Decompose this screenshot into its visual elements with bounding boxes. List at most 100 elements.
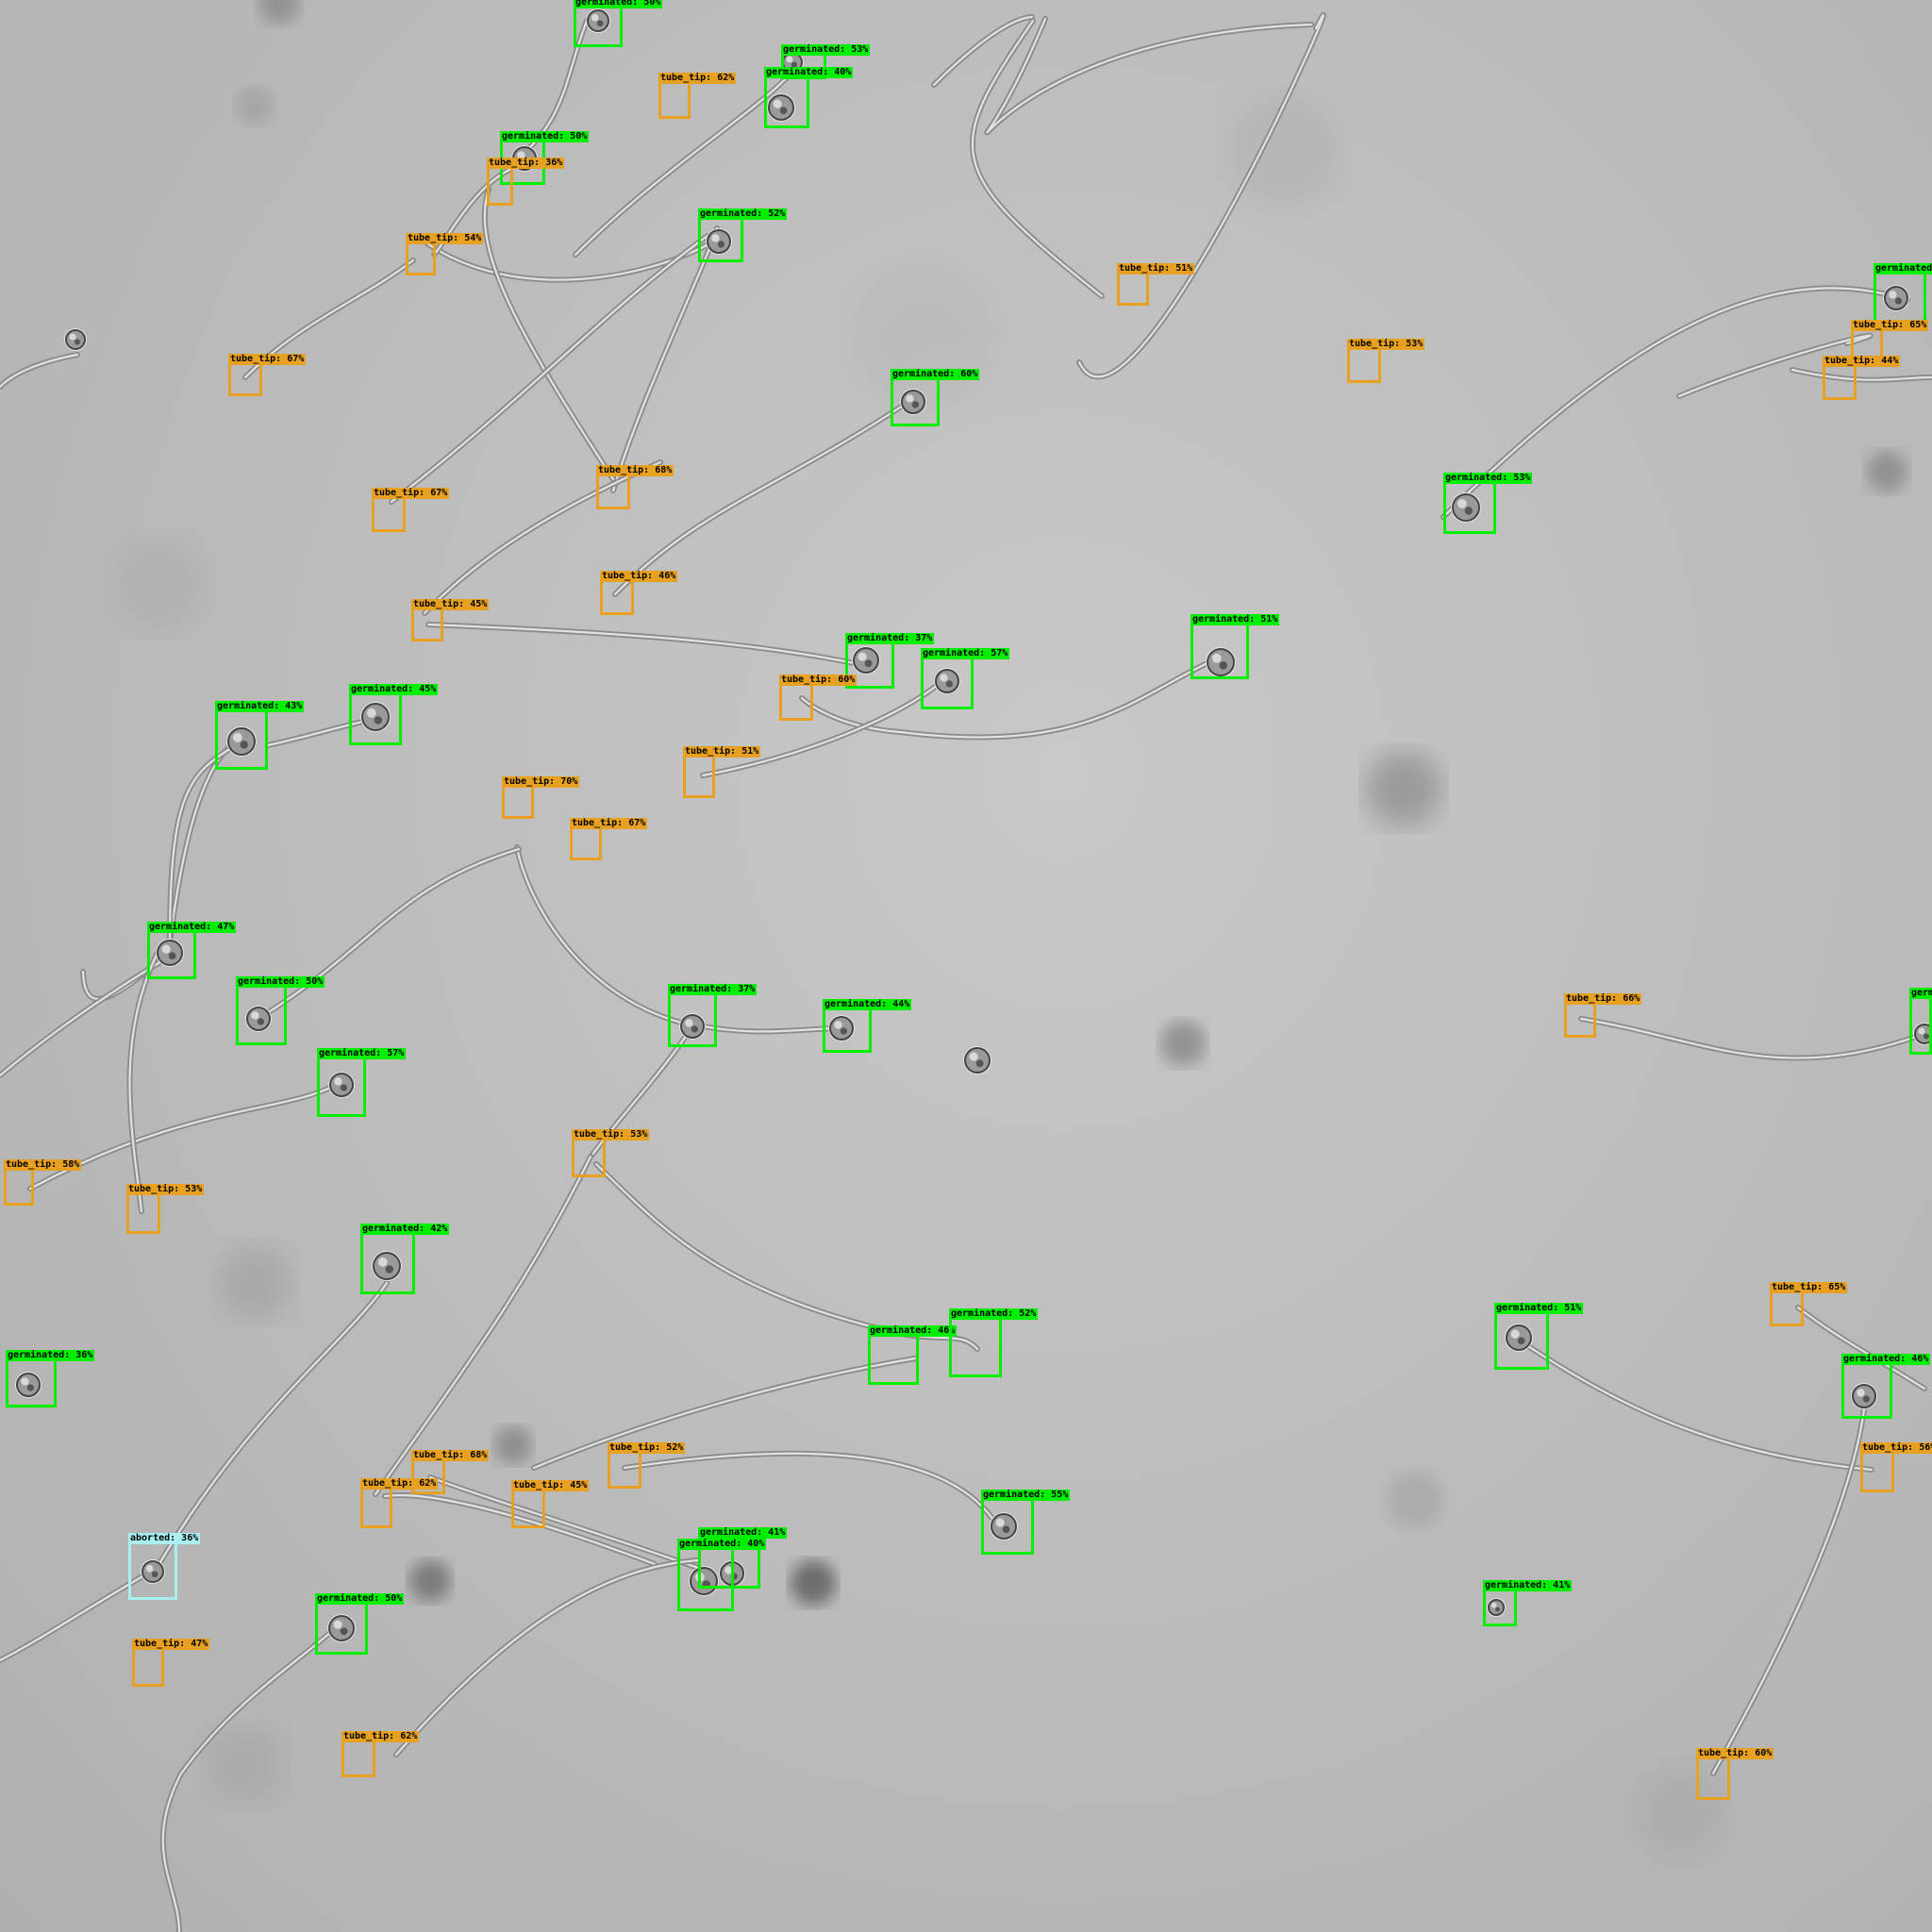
- pollen-grain: [828, 1015, 855, 1041]
- detection-label: germinated: 53%: [1443, 473, 1533, 484]
- germinated-box: germinated: 44%: [823, 999, 912, 1053]
- tube-tip-box: tube_tip: 60%: [779, 675, 858, 721]
- pollen-grain: [963, 1046, 991, 1074]
- pollen-tube: [1795, 1305, 1927, 1391]
- tube-tip-box: tube_tip: 53%: [126, 1184, 205, 1234]
- pollen-grain: [245, 1006, 272, 1032]
- pollen-grain: [15, 1372, 42, 1398]
- detection-label: germinated: 51%: [1494, 1303, 1584, 1314]
- debris-blotch: [217, 1245, 292, 1321]
- pollen-grain: [1883, 285, 1909, 311]
- tube-tip-box: tube_tip: 56%: [1860, 1442, 1932, 1492]
- debris-blotch: [1632, 1764, 1726, 1858]
- germinated-box: germinated: 47%: [147, 922, 237, 979]
- germinated-box: germinated: 41%: [1483, 1580, 1573, 1626]
- pollen-grain: [900, 389, 926, 415]
- detection-label: germinated: 50%: [315, 1593, 405, 1605]
- tube-tip-box: tube_tip: 58%: [4, 1159, 82, 1206]
- pollen-tube: [514, 844, 691, 1027]
- aborted-box: aborted: 36%: [128, 1533, 201, 1600]
- debris-blotch: [1866, 451, 1907, 492]
- pollen-tube: [612, 401, 908, 597]
- pollen-tube: [126, 944, 163, 1214]
- pollen-grain: [1505, 1324, 1533, 1352]
- pollen-tube: [389, 233, 710, 505]
- pollen-grain: [679, 1013, 706, 1040]
- tube-tip-box: tube_tip: 53%: [1347, 339, 1425, 383]
- tube-tip-box: tube_tip: 44%: [1823, 356, 1901, 400]
- pollen-tube: [27, 1082, 339, 1191]
- tube-tip-box: tube_tip: 66%: [1564, 993, 1642, 1038]
- detection-label: tube_tip: 53%: [1347, 339, 1425, 350]
- pollen-grain: [372, 1251, 402, 1281]
- tube-tip-box: tube_tip: 62%: [341, 1731, 420, 1777]
- pollen-grain: [934, 668, 960, 694]
- pollen-grain: [328, 1072, 355, 1098]
- debris-blotch: [258, 0, 300, 25]
- pollen-tube: [373, 1154, 593, 1497]
- detection-label: tube_tip: 58%: [4, 1159, 82, 1171]
- germinated-box: germinated: [1874, 263, 1932, 325]
- pollen-grain: [1851, 1383, 1877, 1409]
- pollen-tube: [969, 18, 1105, 299]
- pollen-tube: [167, 742, 239, 946]
- detection-label: germinated: 37%: [668, 984, 758, 995]
- tube-tip-box: tube_tip: 67%: [228, 354, 307, 396]
- detection-label: germinated: 41%: [1483, 1580, 1573, 1591]
- germinated-box: germinated: 46%: [868, 1325, 958, 1385]
- detection-label: tube_tip: 54%: [406, 233, 484, 244]
- debris-blotch: [236, 87, 274, 125]
- pollen-tube: [610, 225, 720, 493]
- pollen-grain: [1487, 1598, 1506, 1617]
- tube-tip-box: tube_tip: 45%: [411, 599, 490, 641]
- pollen-tube: [931, 14, 1035, 88]
- detection-label: tube_tip: 51%: [683, 746, 761, 758]
- germinated-box: germinated: 46%: [1841, 1354, 1931, 1419]
- pollen-grain: [1206, 647, 1236, 677]
- pollen-tube: [0, 352, 80, 390]
- detection-label: germinated: 37%: [845, 633, 935, 644]
- debris-blotch: [1226, 94, 1340, 208]
- tube-tip-box: tube_tip: 45%: [511, 1480, 590, 1528]
- germinated-box: germinated: 52%: [698, 208, 788, 262]
- tube-tip-box: tube_tip: 68%: [596, 465, 675, 509]
- pollen-tube: [0, 956, 169, 1078]
- pollen-grain: [990, 1512, 1018, 1541]
- detection-label: germinated: 51%: [1191, 614, 1280, 625]
- germinated-box: germinated: 52%: [949, 1308, 1039, 1377]
- tube-tip-box: tube_tip: 62%: [360, 1478, 439, 1528]
- germinated-box: germinated: 60%: [891, 369, 980, 426]
- tube-tip-box: tube_tip: 36%: [487, 158, 565, 206]
- detection-label: tube_tip: 44%: [1823, 356, 1901, 367]
- pollen-tube: [393, 1557, 701, 1757]
- pollen-tube: [573, 71, 793, 258]
- detection-label: germinated: 60%: [891, 369, 980, 380]
- detection-label: tube_tip: 51%: [1117, 263, 1195, 275]
- detection-label: tube_tip: 53%: [126, 1184, 205, 1195]
- detection-label: tube_tip: 70%: [502, 776, 580, 788]
- detection-label: germinated: 52%: [949, 1308, 1039, 1320]
- detection-label: tube_tip: 36%: [487, 158, 565, 169]
- tube-tip-box: tube_tip: 52%: [608, 1442, 686, 1489]
- pollen-tube: [481, 186, 616, 482]
- detection-label: tube_tip: 65%: [1770, 1282, 1848, 1293]
- pollen-grain: [327, 1614, 356, 1642]
- detection-label: aborted: 36%: [128, 1533, 201, 1544]
- detection-label: germinated: 53%: [781, 44, 871, 56]
- pollen-grains: [15, 8, 1932, 1642]
- germinated-box: germinated: 36%: [6, 1350, 95, 1407]
- germinated-box: germinated: 37%: [845, 633, 935, 689]
- tube-tip-box: tube_tip: 51%: [683, 746, 761, 798]
- pollen-tube: [1578, 1016, 1916, 1061]
- germinated-box: germinated: 51%: [1494, 1303, 1584, 1370]
- pollen-tube: [1790, 367, 1932, 383]
- germinated-box: germinated: 43%: [215, 701, 305, 770]
- detection-label: germinated: 47%: [147, 922, 237, 933]
- germinated-box: germinated: 57%: [921, 648, 1010, 709]
- detection-label: tube_tip: 60%: [1696, 1748, 1774, 1759]
- detection-label: germinated: 44%: [823, 999, 912, 1010]
- tube-tip-box: tube_tip: 67%: [570, 818, 648, 860]
- germinated-box: germinated: 40%: [764, 67, 854, 128]
